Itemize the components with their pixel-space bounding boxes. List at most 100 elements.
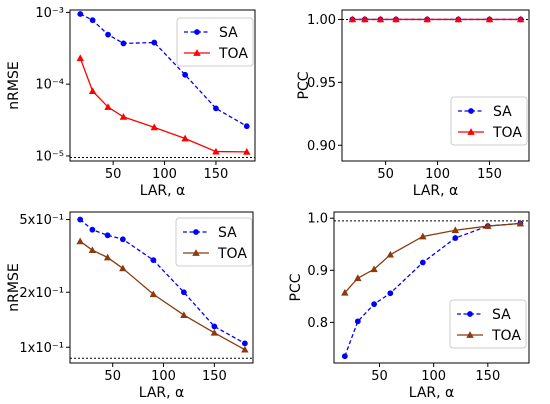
- legend-label: TOA: [218, 46, 248, 62]
- y-tick-label: 1x10⁻¹: [19, 341, 64, 356]
- data-point: [89, 226, 96, 233]
- data-point: [182, 71, 189, 78]
- chart-1: 50 100 150 10⁻⁵ 10⁻⁴ 10⁻³ LAR, α nRMSE SA TOA: [6, 6, 256, 199]
- data-point: [150, 123, 158, 131]
- y-tick-label: 1.00: [307, 13, 336, 28]
- data-point: [454, 15, 463, 23]
- data-point: [354, 318, 361, 325]
- x-axis-title: LAR, α: [140, 183, 186, 199]
- data-point: [180, 289, 187, 296]
- legend-label: SA: [493, 104, 512, 120]
- plot-frame: [69, 9, 256, 162]
- data-point: [376, 15, 385, 23]
- plot-frame: [69, 211, 254, 364]
- y-axis-title: nRMSE: [6, 263, 22, 311]
- y-tick-label: 0.9: [307, 264, 328, 279]
- data-point: [243, 123, 250, 130]
- y-tick-label: 0.90: [307, 139, 336, 154]
- data-point: [119, 264, 127, 272]
- y-tick-label: 10⁻⁵: [35, 149, 64, 164]
- plot-frame: [333, 211, 530, 364]
- y-tick-label: 2x10⁻¹: [19, 286, 64, 301]
- series-line: [344, 222, 521, 294]
- legend: SA TOA: [175, 217, 253, 267]
- x-axis-title: LAR, α: [409, 385, 455, 401]
- series-toa: [76, 237, 249, 353]
- data-point: [341, 353, 348, 360]
- legend-marker: [466, 331, 474, 338]
- data-point: [211, 323, 218, 330]
- x-axis-title: LAR, α: [413, 183, 459, 199]
- legend-label: TOA: [491, 328, 521, 344]
- legend: SA TOA: [449, 299, 527, 349]
- data-point: [150, 257, 157, 263]
- data-point: [103, 253, 112, 261]
- series-sa: [77, 11, 250, 130]
- data-point: [392, 15, 400, 23]
- data-point: [210, 328, 219, 336]
- data-point: [243, 148, 251, 155]
- data-point: [341, 288, 349, 296]
- legend-marker: [194, 29, 200, 35]
- data-point: [151, 39, 158, 46]
- data-point: [419, 259, 426, 266]
- y-tick-label: 0.95: [307, 76, 336, 91]
- data-point: [212, 147, 220, 155]
- series-toa: [348, 15, 525, 23]
- data-point: [419, 232, 427, 240]
- data-point: [516, 15, 525, 23]
- data-point: [213, 105, 219, 112]
- data-point: [104, 103, 112, 110]
- legend-marker: [467, 128, 475, 135]
- legend-label: TOA: [217, 246, 247, 262]
- y-tick-label: 10⁻³: [35, 6, 64, 21]
- data-point: [104, 232, 111, 239]
- data-point: [181, 134, 189, 142]
- data-point: [88, 246, 97, 254]
- x-tick-label: 150: [202, 369, 227, 384]
- y-axis-title: nRMSE: [6, 61, 22, 109]
- series-line: [79, 13, 248, 127]
- data-point: [485, 15, 494, 23]
- data-point: [423, 15, 431, 23]
- chart-2: 50 100 150 0.90 0.95 1.00 LAR, α PCC SA TOA: [296, 9, 530, 199]
- data-point: [120, 40, 127, 47]
- legend: SA TOA: [450, 96, 528, 146]
- series-toa: [341, 219, 525, 296]
- x-tick-label: 100: [152, 167, 177, 182]
- data-point: [77, 11, 84, 17]
- data-point: [452, 235, 459, 241]
- data-point: [119, 113, 128, 120]
- legend-label: SA: [218, 225, 237, 241]
- data-point: [348, 15, 357, 23]
- x-tick-label: 100: [151, 369, 176, 384]
- plot-frame: [341, 9, 530, 162]
- data-point: [484, 222, 492, 229]
- data-point: [180, 311, 188, 318]
- x-tick-label: 100: [425, 167, 450, 182]
- y-axis-title: PCC: [296, 71, 312, 99]
- data-point: [77, 216, 84, 223]
- y-tick-label: 10⁻⁴: [35, 78, 64, 93]
- data-point: [241, 340, 248, 347]
- data-point: [451, 226, 460, 234]
- y-tick-label: 5x10⁻¹: [19, 213, 64, 228]
- series-line: [79, 219, 246, 344]
- legend-marker: [193, 229, 199, 235]
- x-tick-label: 150: [204, 167, 229, 182]
- legend-marker: [467, 311, 473, 317]
- x-tick-label: 50: [371, 369, 388, 384]
- data-point: [76, 54, 84, 62]
- legend-label: SA: [219, 25, 238, 41]
- data-point: [241, 345, 249, 353]
- x-tick-label: 150: [477, 167, 502, 182]
- x-tick-label: 50: [105, 167, 122, 182]
- data-point: [361, 15, 369, 23]
- series-toa: [76, 54, 251, 155]
- data-point: [371, 301, 377, 308]
- data-point: [76, 237, 84, 245]
- y-tick-label: 0.8: [307, 316, 328, 331]
- legend: SA TOA: [176, 17, 254, 67]
- data-point: [370, 265, 378, 273]
